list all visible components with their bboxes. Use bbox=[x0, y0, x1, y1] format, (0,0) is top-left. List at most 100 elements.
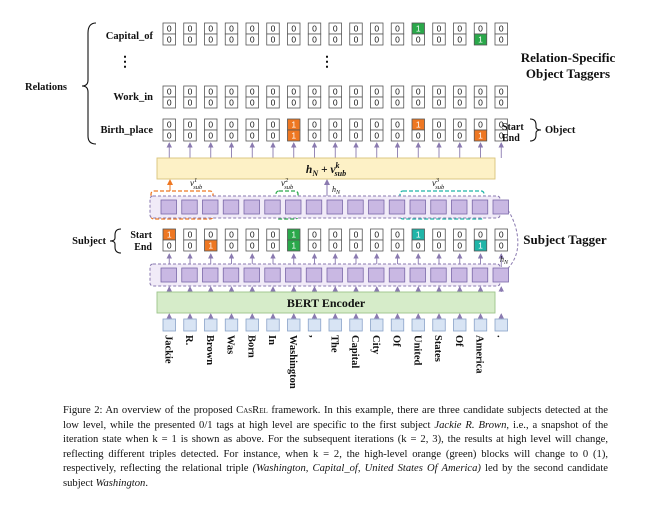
birth-place-cell bbox=[287, 129, 301, 142]
birth-place-cell bbox=[183, 129, 197, 142]
birth-place-value: 0 bbox=[188, 131, 193, 141]
birth-place-cell bbox=[245, 129, 259, 142]
capital-of-cell bbox=[432, 33, 446, 46]
capital-of-cell bbox=[266, 33, 280, 46]
subject-cell bbox=[204, 239, 218, 252]
token-input-box bbox=[328, 318, 342, 332]
work-in-value: 0 bbox=[188, 98, 193, 108]
birth-place-value: 0 bbox=[333, 120, 338, 130]
work-in-value: 0 bbox=[271, 98, 276, 108]
subject-cell bbox=[349, 239, 363, 252]
birth-place-cell bbox=[370, 129, 384, 142]
capital-of-value: 0 bbox=[271, 24, 276, 34]
work-in-value: 0 bbox=[312, 98, 317, 108]
span-embedding-row-cell bbox=[368, 199, 385, 215]
relation-name: Work_in bbox=[113, 92, 153, 103]
capital-of-cell bbox=[204, 33, 218, 46]
span-embedding-row-cell bbox=[388, 199, 406, 215]
work-in-value: 0 bbox=[208, 87, 213, 97]
subject-start-label: Start bbox=[130, 230, 152, 241]
caption-subject: Jackie R. Brown bbox=[434, 419, 507, 431]
capital-of-cell bbox=[453, 33, 467, 46]
birth-place-value: 0 bbox=[312, 131, 317, 141]
subject-cell bbox=[328, 239, 342, 252]
caption-text: , i.e., a snapshot of the iteration stat… bbox=[63, 419, 608, 475]
span-embedding-row-cell bbox=[471, 199, 489, 215]
capital-of-value: 0 bbox=[354, 24, 359, 34]
birth-place-value: 0 bbox=[208, 131, 213, 141]
capital-of-cell bbox=[473, 33, 488, 46]
relations-label: Relations bbox=[25, 82, 67, 93]
work-in-value: 0 bbox=[167, 98, 172, 108]
capital-of-value: 0 bbox=[250, 35, 255, 45]
birth-place-value: 1 bbox=[291, 131, 296, 141]
subject-value: 0 bbox=[395, 230, 400, 240]
token-embedding-row-cell bbox=[368, 267, 385, 283]
work-in-cell bbox=[162, 96, 176, 109]
object-label: Object bbox=[545, 125, 576, 136]
token-embedding-row-cell bbox=[492, 267, 509, 283]
subject-value: 0 bbox=[457, 230, 462, 240]
birth-place-cell bbox=[411, 129, 425, 142]
token-10: City bbox=[370, 335, 381, 355]
work-in-cell bbox=[390, 96, 405, 109]
capital-of-value: 1 bbox=[416, 24, 421, 34]
token-input-box bbox=[473, 318, 488, 332]
token-input-box bbox=[390, 318, 405, 332]
hn-label: hN bbox=[332, 185, 341, 196]
subject-cell bbox=[224, 239, 239, 252]
work-in-cell bbox=[370, 96, 384, 109]
subject-value: 0 bbox=[208, 230, 213, 240]
capital-of-cell bbox=[411, 33, 425, 46]
birth-place-value: 0 bbox=[437, 120, 442, 130]
subject-value: 0 bbox=[229, 241, 234, 251]
birth-place-value: 0 bbox=[437, 131, 442, 141]
token-input-box bbox=[349, 318, 363, 332]
subject-value: 0 bbox=[188, 230, 193, 240]
birth-place-value: 0 bbox=[354, 131, 359, 141]
capital-of-cell bbox=[390, 33, 405, 46]
capital-of-value: 0 bbox=[229, 24, 234, 34]
capital-of-value: 0 bbox=[478, 24, 483, 34]
birth-place-cell bbox=[432, 129, 446, 142]
token-embedding-row-cell bbox=[243, 267, 260, 283]
subject-value: 0 bbox=[167, 241, 172, 251]
capital-of-value: 0 bbox=[188, 35, 193, 45]
work-in-cell bbox=[224, 96, 239, 109]
birth-place-value: 0 bbox=[271, 120, 276, 130]
subject-end-label: End bbox=[134, 242, 152, 253]
birth-place-cell bbox=[162, 129, 176, 142]
bert-encoder-label: BERT Encoder bbox=[287, 296, 366, 310]
work-in-cell bbox=[183, 96, 197, 109]
token-embedding-row-cell bbox=[451, 267, 468, 283]
vertical-dots: ⋮ bbox=[118, 55, 132, 70]
work-in-value: 0 bbox=[478, 87, 483, 97]
birth-place-value: 0 bbox=[416, 131, 421, 141]
token-embedding-row-cell bbox=[471, 267, 489, 283]
subject-value: 1 bbox=[167, 230, 172, 240]
token-13: States bbox=[432, 335, 443, 362]
capital-of-value: 0 bbox=[208, 24, 213, 34]
caption-text: Figure 2: An overview of the proposed bbox=[63, 405, 237, 416]
capital-of-value: 0 bbox=[354, 35, 359, 45]
subject-cell bbox=[162, 239, 176, 252]
work-in-value: 0 bbox=[333, 87, 338, 97]
birth-place-cell bbox=[349, 129, 363, 142]
token-14: Of bbox=[453, 335, 464, 347]
subject-value: 1 bbox=[478, 241, 483, 251]
span-embedding-row-cell bbox=[326, 199, 343, 215]
subject-value: 0 bbox=[354, 230, 359, 240]
birth-place-value: 0 bbox=[229, 131, 234, 141]
token-8: The bbox=[328, 335, 339, 353]
work-in-cell bbox=[411, 96, 425, 109]
work-in-cell bbox=[328, 96, 342, 109]
birth-place-value: 0 bbox=[457, 131, 462, 141]
subject-brace bbox=[109, 228, 122, 254]
subject-value: 0 bbox=[374, 230, 379, 240]
work-in-value: 0 bbox=[208, 98, 213, 108]
birth-place-cell bbox=[266, 129, 280, 142]
caption-triple: (Washington, Capital_of, United States O… bbox=[252, 463, 481, 474]
capital-of-cell bbox=[183, 33, 197, 46]
token-input-box bbox=[162, 318, 176, 332]
token-input-box bbox=[224, 318, 239, 332]
